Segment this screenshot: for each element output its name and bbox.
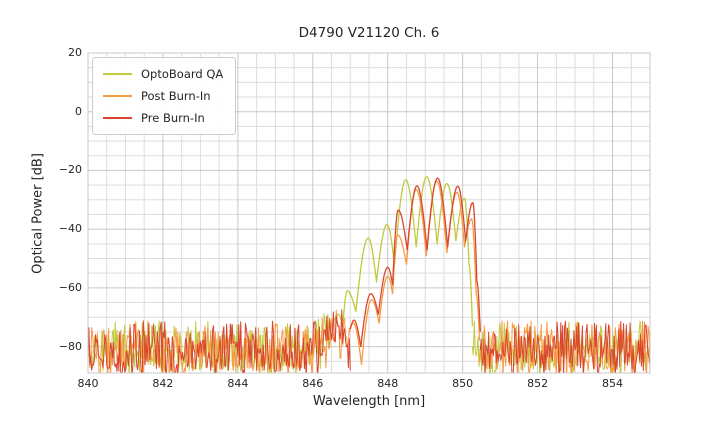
legend-line-swatch-post-burn-in bbox=[103, 95, 132, 97]
y-tick-label: 0 bbox=[75, 104, 82, 118]
legend: OptoBoard QA Post Burn-In Pre Burn-In bbox=[92, 57, 237, 135]
x-tick-label: 850 bbox=[452, 377, 474, 390]
x-tick-label: 842 bbox=[152, 377, 174, 390]
legend-line-swatch-pre-burn-in bbox=[103, 117, 132, 119]
x-tick-label: 846 bbox=[302, 377, 324, 390]
x-tick-label: 848 bbox=[377, 377, 399, 390]
x-tick-label: 844 bbox=[227, 377, 249, 390]
x-tick-label: 854 bbox=[602, 377, 624, 390]
legend-label: Post Burn-In bbox=[141, 89, 211, 103]
noise-trace-post-burn-in bbox=[88, 309, 350, 373]
y-tick-label: −60 bbox=[58, 280, 82, 294]
x-axis-label: Wavelength [nm] bbox=[312, 394, 426, 409]
spectrum-trace-optoboard-qa bbox=[332, 176, 474, 327]
legend-item-optoboard-qa: OptoBoard QA bbox=[103, 63, 223, 85]
chart-title: D4790 V21120 Ch. 6 bbox=[298, 25, 440, 41]
legend-label: Pre Burn-In bbox=[141, 111, 205, 125]
noise-trace-pre-burn-in bbox=[479, 320, 650, 373]
y-tick-label: −80 bbox=[58, 339, 82, 353]
legend-item-pre-burn-in: Pre Burn-In bbox=[103, 107, 223, 129]
y-tick-label: 20 bbox=[68, 46, 82, 59]
legend-label: OptoBoard QA bbox=[141, 67, 224, 81]
x-tick-label: 840 bbox=[77, 377, 99, 390]
x-tick-label: 852 bbox=[527, 377, 549, 390]
spectrum-trace-pre-burn-in bbox=[349, 177, 481, 348]
y-tick-label: −20 bbox=[58, 163, 82, 177]
y-axis-label: Optical Power [dB] bbox=[30, 153, 46, 274]
y-tick-label: −40 bbox=[58, 222, 82, 236]
legend-line-swatch-optoboard-qa bbox=[103, 73, 132, 75]
noise-trace-pre-burn-in bbox=[88, 309, 351, 373]
legend-item-post-burn-in: Post Burn-In bbox=[103, 85, 223, 107]
